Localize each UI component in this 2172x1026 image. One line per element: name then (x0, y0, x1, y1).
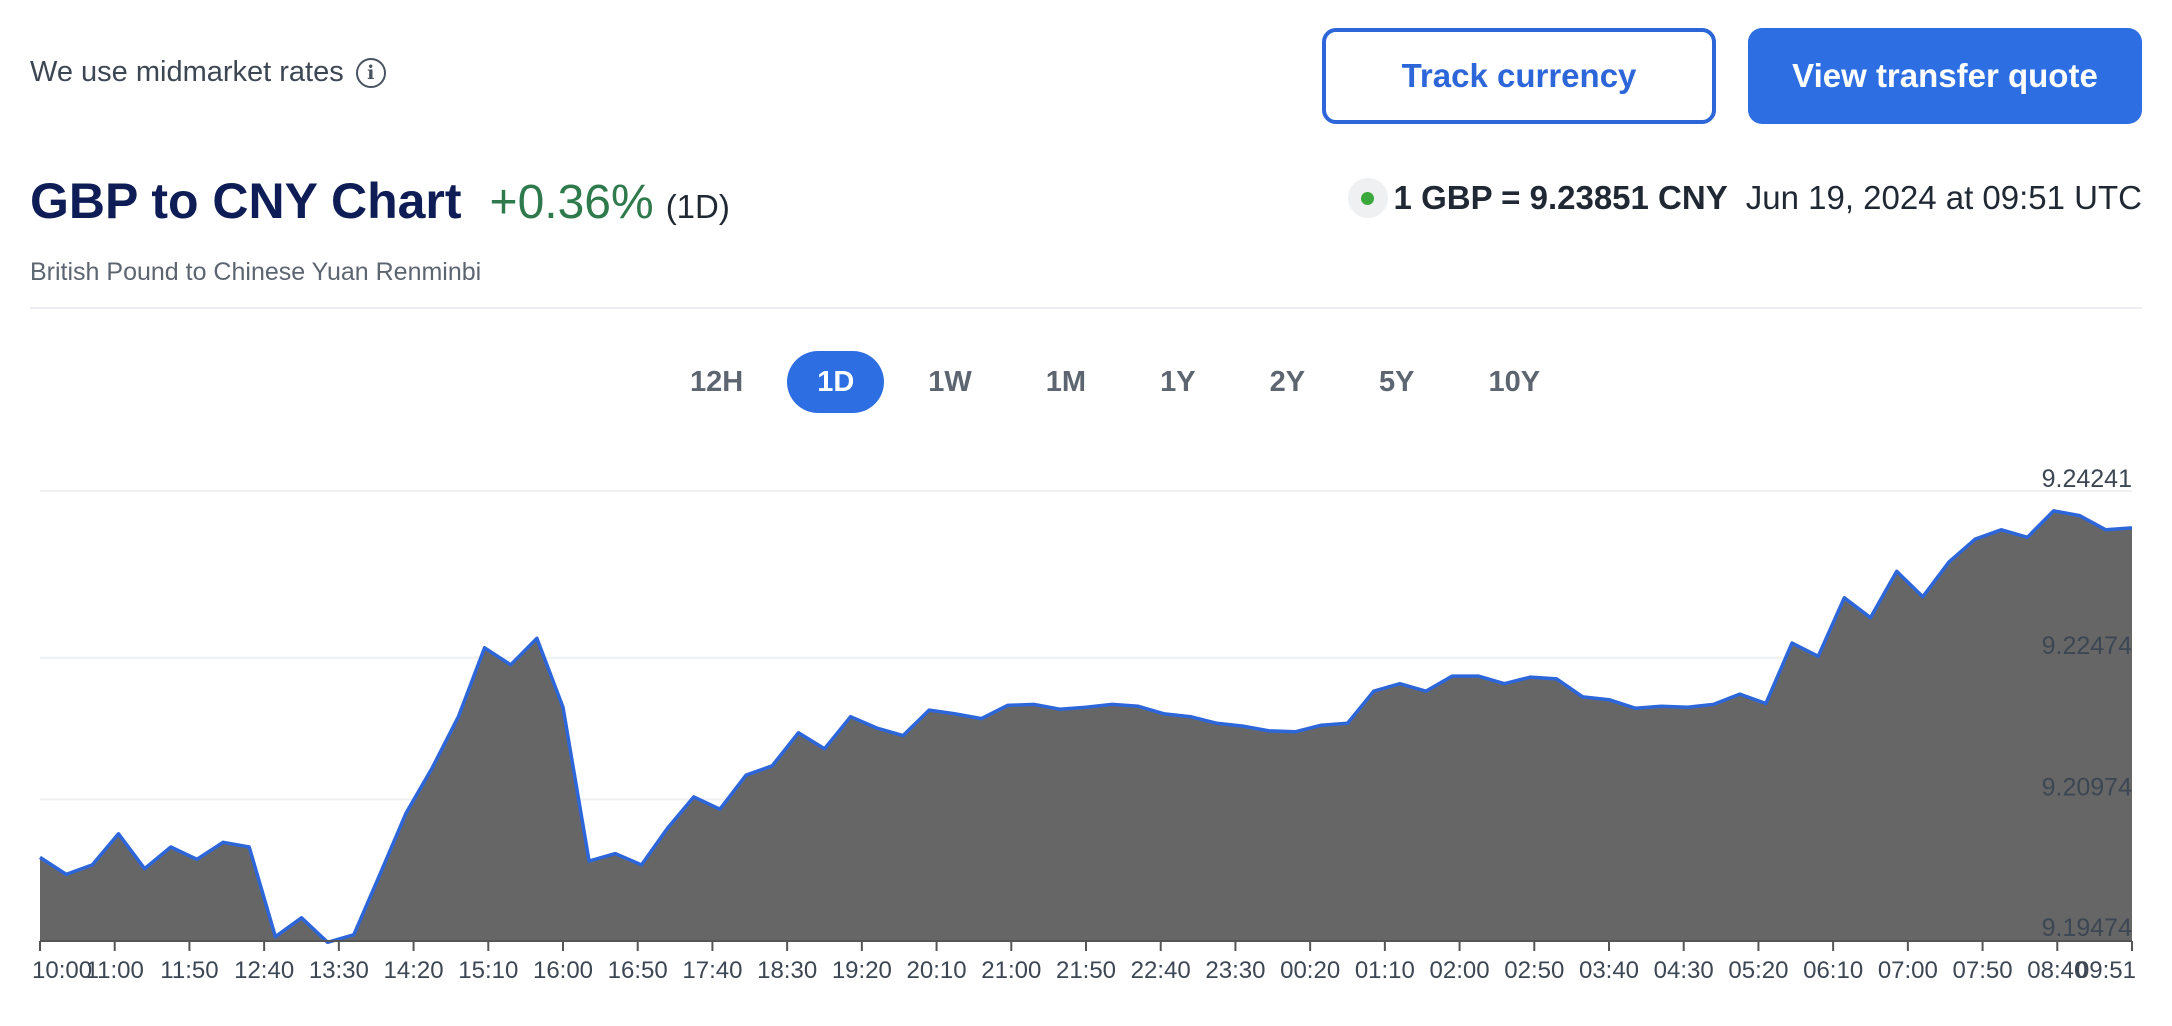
tab-10y[interactable]: 10Y (1488, 365, 1541, 398)
x-tick-label: 21:50 (1056, 957, 1116, 984)
x-tick-label: 12:40 (234, 957, 294, 984)
x-tick-label: 16:00 (533, 957, 593, 984)
tab-2y[interactable]: 2Y (1269, 365, 1306, 398)
chart-title-row: GBP to CNY Chart +0.36% (1D) (30, 172, 730, 230)
x-tick-label: 07:50 (1953, 957, 2013, 984)
x-tick-label: 16:50 (608, 957, 668, 984)
x-tick-label: 10:00 (32, 957, 92, 984)
x-tick-label: 13:30 (309, 957, 369, 984)
midmarket-label: We use midmarket rates (30, 56, 344, 88)
tab-1m[interactable]: 1M (1045, 365, 1087, 398)
x-tick-label: 04:30 (1654, 957, 1714, 984)
tab-12h[interactable]: 12H (690, 365, 744, 398)
x-tick-label: 17:40 (682, 957, 742, 984)
tab-1d[interactable]: 1D (787, 351, 885, 413)
x-tick-label: 00:20 (1280, 957, 1340, 984)
x-tick-label: 02:00 (1430, 957, 1490, 984)
info-circle-icon[interactable]: i (355, 57, 386, 88)
view-transfer-quote-button[interactable]: View transfer quote (1748, 28, 2142, 124)
current-rate: 1 GBP = 9.23851 CNY Jun 19, 2024 at 09:5… (1347, 178, 2142, 218)
y-tick-label: 9.19474 (2042, 914, 2132, 942)
currency-pair-subtitle: British Pound to Chinese Yuan Renminbi (30, 258, 482, 286)
live-indicator-icon (1347, 178, 1388, 218)
tab-1y[interactable]: 1Y (1160, 365, 1196, 398)
x-tick-label: 22:40 (1131, 957, 1191, 984)
y-tick-label: 9.22474 (2042, 632, 2132, 660)
time-range-tabs: 12H 1D 1W 1M 1Y 2Y 5Y 10Y (660, 350, 1584, 414)
x-tick-label: 23:30 (1205, 957, 1265, 984)
change-period: (1D) (665, 188, 730, 225)
top-bar: We use midmarket rates i Track currency … (0, 0, 2172, 150)
divider (30, 307, 2142, 309)
tab-5y[interactable]: 5Y (1379, 365, 1415, 398)
page-title: GBP to CNY Chart (30, 173, 462, 229)
rate-area (40, 510, 2132, 943)
x-tick-label: 11:50 (160, 957, 218, 984)
x-tick-label: 03:40 (1579, 957, 1639, 984)
x-tick-label: 19:20 (832, 957, 892, 984)
rate-timestamp: Jun 19, 2024 at 09:51 UTC (1745, 179, 2142, 216)
x-tick-label: 01:10 (1355, 957, 1415, 984)
y-tick-label: 9.24241 (2042, 465, 2132, 493)
x-tick-label: 20:10 (907, 957, 967, 984)
x-tick-label: 06:10 (1803, 957, 1863, 984)
x-tick-label: 14:20 (384, 957, 444, 984)
x-tick-label: 09:51 (2076, 957, 2136, 984)
x-tick-label: 02:50 (1504, 957, 1564, 984)
x-tick-label: 18:30 (757, 957, 817, 984)
midmarket-note: We use midmarket rates i (30, 56, 386, 89)
tab-1w[interactable]: 1W (928, 365, 972, 398)
x-tick-label: 21:00 (981, 957, 1041, 984)
x-tick-label: 05:20 (1728, 957, 1788, 984)
x-tick-label: 15:10 (458, 957, 518, 984)
x-tick-label: 11:00 (86, 957, 144, 984)
rate-value: 1 GBP = 9.23851 CNY (1393, 179, 1728, 216)
change-percent: +0.36% (489, 176, 654, 229)
x-tick-label: 07:00 (1878, 957, 1938, 984)
track-currency-button[interactable]: Track currency (1322, 28, 1716, 124)
x-tick-label: 08:40 (2027, 957, 2087, 984)
rate-line[interactable] (39, 509, 2133, 945)
y-tick-label: 9.20974 (2042, 773, 2132, 801)
